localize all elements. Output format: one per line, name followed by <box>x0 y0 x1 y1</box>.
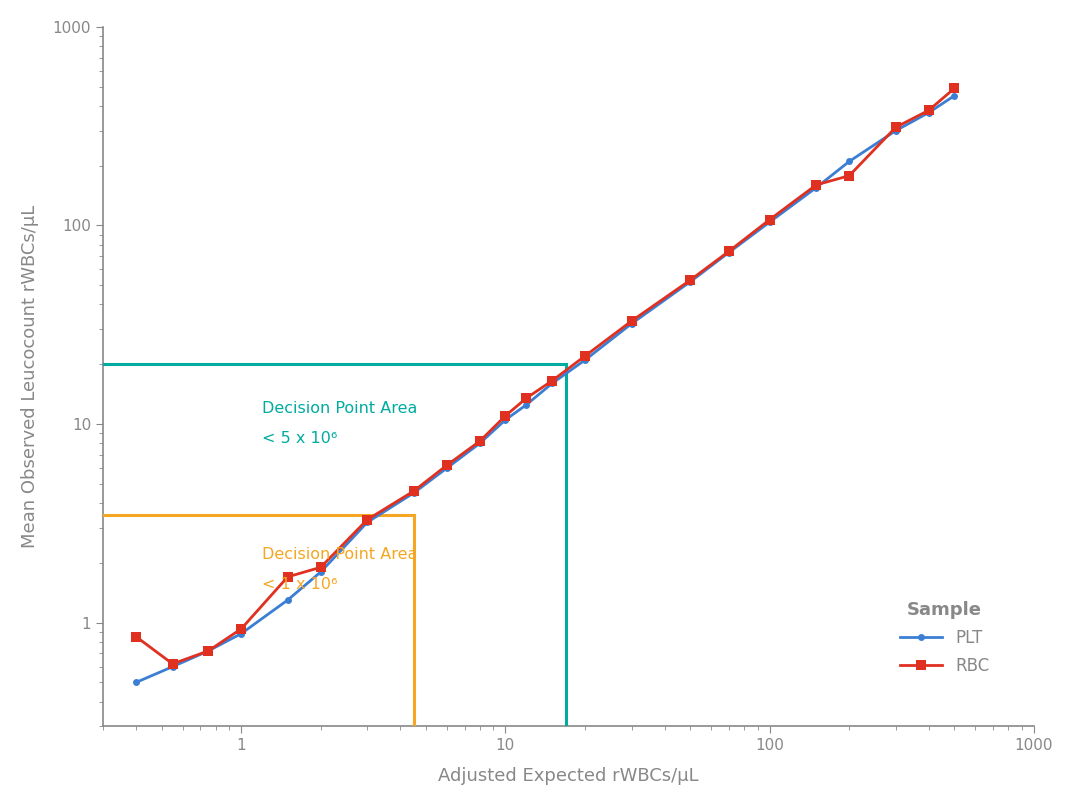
RBC <box>407 486 420 496</box>
PLT <box>579 355 592 365</box>
PLT <box>764 217 777 226</box>
PLT <box>520 400 533 409</box>
RBC <box>361 515 374 525</box>
RBC <box>130 632 143 642</box>
RBC <box>810 180 823 189</box>
PLT <box>546 379 558 388</box>
Text: Decision Point Area: Decision Point Area <box>262 547 418 562</box>
RBC <box>625 316 638 326</box>
RBC <box>843 171 856 181</box>
RBC <box>499 411 512 421</box>
RBC <box>889 123 902 132</box>
PLT <box>843 156 856 166</box>
RBC <box>546 376 558 386</box>
PLT <box>166 662 179 671</box>
PLT <box>889 126 902 135</box>
RBC <box>948 84 961 93</box>
RBC <box>684 276 697 285</box>
PLT <box>235 629 248 638</box>
Text: < 5 x 10⁶: < 5 x 10⁶ <box>262 430 337 446</box>
PLT <box>499 415 512 425</box>
RBC <box>579 351 592 361</box>
RBC <box>202 646 215 656</box>
PLT <box>361 517 374 527</box>
RBC <box>723 247 736 256</box>
PLT <box>625 319 638 329</box>
PLT <box>440 463 453 473</box>
PLT <box>474 438 487 448</box>
Y-axis label: Mean Observed Leucocount rWBCs/μL: Mean Observed Leucocount rWBCs/μL <box>20 205 39 548</box>
PLT <box>810 183 823 193</box>
PLT <box>315 567 328 577</box>
RBC <box>923 106 935 115</box>
Line: PLT: PLT <box>132 92 958 686</box>
PLT <box>202 646 215 656</box>
RBC <box>474 436 487 446</box>
RBC <box>440 460 453 470</box>
Legend: PLT, RBC: PLT, RBC <box>891 592 998 683</box>
Text: < 1 x 10⁶: < 1 x 10⁶ <box>262 577 337 592</box>
Line: RBC: RBC <box>131 84 959 669</box>
PLT <box>130 678 143 688</box>
PLT <box>923 108 935 118</box>
PLT <box>723 247 736 257</box>
X-axis label: Adjusted Expected rWBCs/μL: Adjusted Expected rWBCs/μL <box>438 767 699 785</box>
RBC <box>166 659 179 669</box>
PLT <box>407 488 420 498</box>
RBC <box>764 214 777 224</box>
PLT <box>281 595 294 604</box>
RBC <box>315 563 328 572</box>
RBC <box>520 393 533 403</box>
Text: Decision Point Area: Decision Point Area <box>262 401 418 416</box>
PLT <box>948 91 961 101</box>
RBC <box>235 624 248 634</box>
PLT <box>684 277 697 287</box>
RBC <box>281 572 294 582</box>
